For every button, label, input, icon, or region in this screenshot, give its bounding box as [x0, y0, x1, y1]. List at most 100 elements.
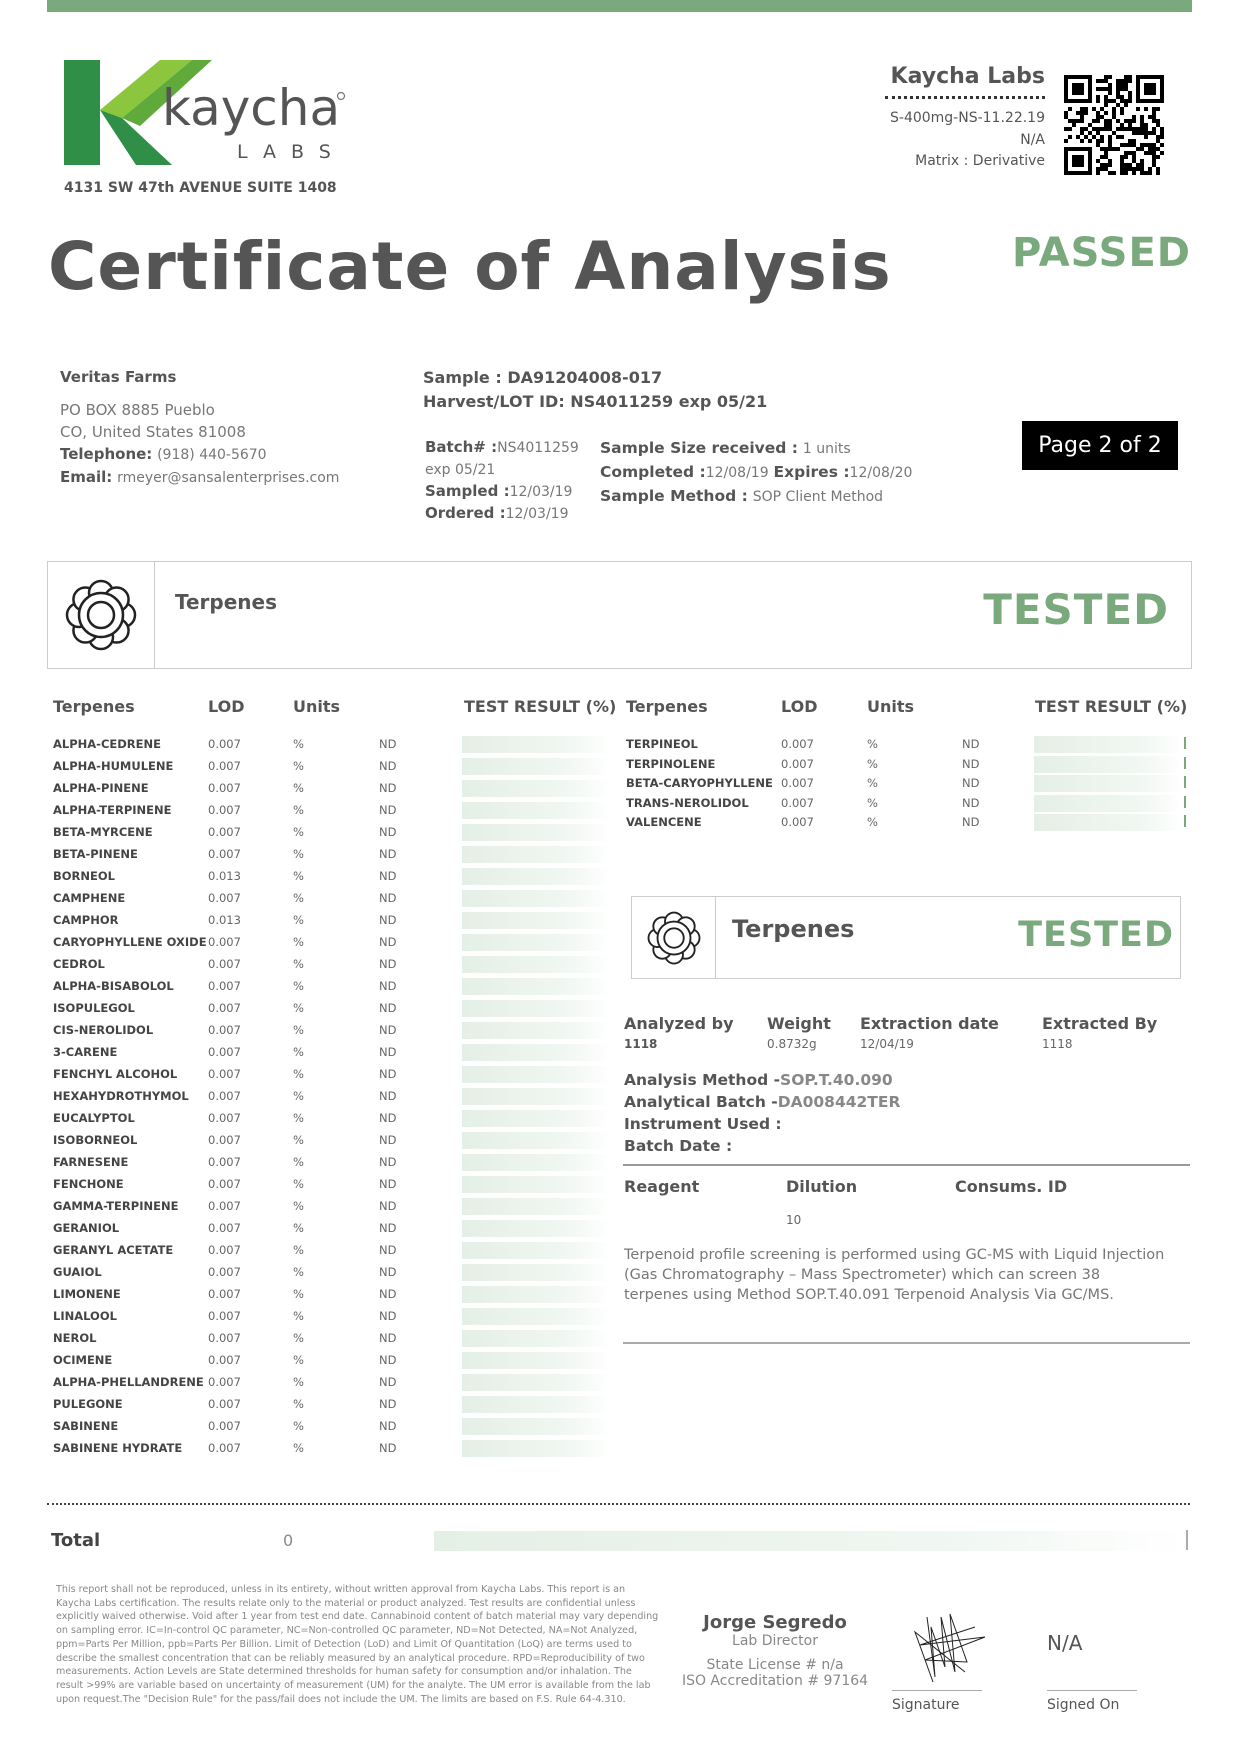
signed-on-line: [1047, 1690, 1137, 1691]
qr-code-icon[interactable]: [1064, 75, 1164, 175]
result-bar: [462, 868, 612, 885]
sample-details: Sample Size received : 1 units Completed…: [600, 437, 912, 509]
iso-accreditation: ISO Accreditation # 97164: [681, 1673, 869, 1689]
client-address-1: PO BOX 8885 Pueblo: [60, 401, 215, 419]
table-row: SABINENE 0.007% ND: [53, 1418, 613, 1441]
client-address-2: CO, United States 81008: [60, 423, 246, 441]
units-value: %: [293, 1089, 304, 1103]
table-row: CIS-NEROLIDOL 0.007% ND: [53, 1022, 613, 1045]
result-bar-marker: [1184, 737, 1186, 749]
table-row: LINALOOL 0.007% ND: [53, 1308, 613, 1331]
units-value: %: [293, 1177, 304, 1191]
terpene-name: GUAIOL: [53, 1265, 102, 1279]
terpene-name: ISOBORNEOL: [53, 1133, 138, 1147]
state-license: State License # n/a: [706, 1657, 844, 1673]
units-value: %: [293, 1331, 304, 1345]
result-value: ND: [962, 737, 980, 751]
table-row: GERANYL ACETATE 0.007% ND: [53, 1242, 613, 1265]
result-bar: [462, 1066, 612, 1083]
result-bar: [1034, 775, 1184, 792]
client-info: Veritas Farms PO BOX 8885 Pueblo CO, Uni…: [60, 366, 339, 489]
result-value: ND: [379, 1309, 397, 1323]
director-title: Lab Director: [732, 1633, 818, 1649]
weight-label: Weight: [767, 1014, 831, 1033]
result-value: ND: [379, 803, 397, 817]
result-bar: [462, 1088, 612, 1105]
lod-value: 0.007: [781, 815, 814, 829]
table-row: TRANS-NEROLIDOL 0.007% ND: [626, 794, 1191, 816]
terpene-name: ALPHA-PHELLANDRENE: [53, 1375, 204, 1389]
ordered-label: Ordered :: [425, 504, 506, 522]
terpene-name: 3-CARENE: [53, 1045, 118, 1059]
units-value: %: [293, 1419, 304, 1433]
result-value: ND: [379, 1111, 397, 1125]
method-block: Analysis Method -SOP.T.40.090 Analytical…: [624, 1069, 900, 1157]
client-name: Veritas Farms: [60, 368, 177, 386]
result-bar: [462, 1022, 612, 1039]
result-bar: [462, 1110, 612, 1127]
result-value: ND: [379, 1331, 397, 1345]
result-bar: [462, 1308, 612, 1325]
units-value: %: [293, 847, 304, 861]
units-value: %: [293, 803, 304, 817]
col-header-lod: LOD: [208, 697, 245, 716]
terpenes-table-left: ALPHA-CEDRENE 0.007% ND ALPHA-HUMULENE 0.007…: [53, 736, 613, 1463]
units-value: %: [293, 1397, 304, 1411]
result-bar: [462, 890, 612, 907]
telephone: (918) 440-5670: [157, 447, 267, 463]
units-value: %: [293, 1309, 304, 1323]
result-bar: [462, 846, 612, 863]
lod-value: 0.007: [208, 1023, 241, 1037]
result-value: ND: [379, 1287, 397, 1301]
table-row: FARNESENE 0.007% ND: [53, 1154, 613, 1177]
result-bar: [462, 934, 612, 951]
batch-value: NS4011259 exp 05/21: [425, 440, 579, 478]
total-result-bar: [434, 1531, 1186, 1551]
table-row: LIMONENE 0.007% ND: [53, 1286, 613, 1309]
table-row: GAMMA-TERPINENE 0.007% ND: [53, 1198, 613, 1221]
result-value: ND: [379, 1199, 397, 1213]
table-row: CEDROL 0.007% ND: [53, 956, 613, 979]
result-bar: [462, 1000, 612, 1017]
svg-text:LABS: LABS: [237, 141, 346, 163]
dotted-divider: [885, 96, 1045, 99]
col-header-terpenes: Terpenes: [53, 697, 135, 716]
table-row: ALPHA-TERPINENE 0.007% ND: [53, 802, 613, 825]
units-value: %: [293, 1001, 304, 1015]
lod-value: 0.007: [208, 1199, 241, 1213]
units-value: %: [293, 781, 304, 795]
terpene-name: CIS-NEROLIDOL: [53, 1023, 154, 1037]
extracted-by-label: Extracted By: [1042, 1014, 1158, 1033]
units-value: %: [867, 815, 878, 829]
table-row: VALENCENE 0.007% ND: [626, 814, 1191, 835]
lod-value: 0.007: [781, 795, 814, 810]
col-header-units: Units: [293, 697, 341, 716]
units-value: %: [293, 1243, 304, 1257]
result-value: ND: [379, 1243, 397, 1257]
units-value: %: [293, 1287, 304, 1301]
table-row: BETA-PINENE 0.007% ND: [53, 846, 613, 869]
product-name: S-400mg-NS-11.22.19: [890, 110, 1045, 126]
sample-info: Sample : DA91204008-017 Harvest/LOT ID: …: [423, 366, 767, 414]
result-value: ND: [379, 737, 397, 751]
terpene-name: GAMMA-TERPINENE: [53, 1199, 179, 1213]
flower-icon: [632, 897, 716, 978]
method-value: SOP Client Method: [752, 489, 884, 505]
lod-value: 0.007: [781, 737, 814, 751]
lod-value: 0.007: [208, 1441, 241, 1455]
units-value: %: [293, 1067, 304, 1081]
table-row: BETA-MYRCENE 0.007% ND: [53, 824, 613, 847]
terpene-name: NEROL: [53, 1331, 97, 1345]
result-value: ND: [379, 1133, 397, 1147]
terpene-name: ALPHA-PINENE: [53, 781, 149, 795]
status-badge: PASSED: [1012, 230, 1191, 276]
table-row: ALPHA-HUMULENE 0.007% ND: [53, 758, 613, 781]
result-value: ND: [379, 1067, 397, 1081]
consums-id-label: Consums. ID: [955, 1177, 1068, 1196]
divider: [623, 1342, 1190, 1344]
telephone-label: Telephone:: [60, 445, 153, 463]
lod-value: 0.013: [208, 869, 241, 883]
units-value: %: [293, 1265, 304, 1279]
result-bar: [462, 1198, 612, 1215]
terpene-name: SABINENE HYDRATE: [53, 1441, 183, 1455]
